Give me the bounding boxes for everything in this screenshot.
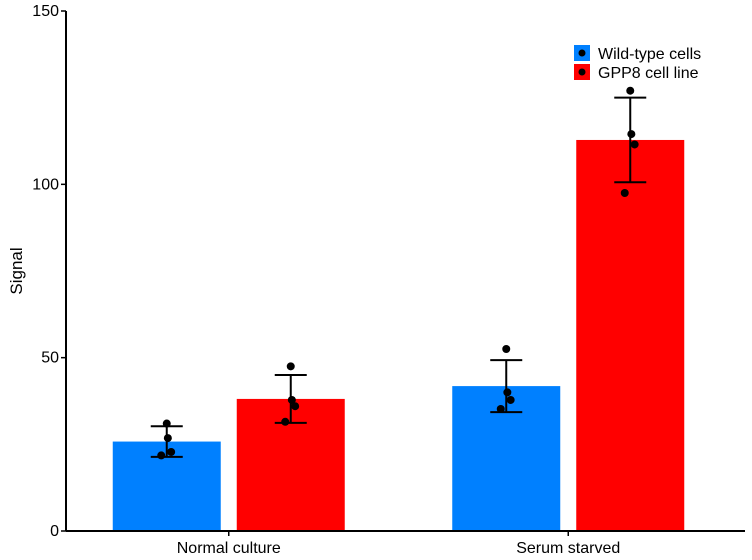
- data-point: [157, 451, 166, 460]
- legend-label: Wild-type cells: [598, 46, 701, 63]
- data-point: [502, 345, 511, 353]
- data-point: [503, 388, 512, 397]
- y-tick-label: 0: [50, 523, 59, 540]
- data-point: [167, 447, 176, 456]
- legend-label: GPP8 cell line: [598, 65, 699, 82]
- data-point: [630, 140, 639, 149]
- data-point: [496, 404, 505, 413]
- data-point: [291, 402, 300, 411]
- data-point: [286, 362, 295, 371]
- data-points-layer: [157, 86, 639, 460]
- y-axis-title: Signal: [7, 247, 26, 294]
- legend-point-marker: [578, 49, 586, 57]
- bars-layer: [112, 139, 685, 531]
- axes-layer: Normal culture Serum starved 0 50 100 150: [32, 3, 745, 557]
- bar-gpp8-serum-starved: [576, 139, 685, 531]
- data-point: [506, 395, 515, 404]
- x-tick-label: Normal culture: [177, 540, 281, 557]
- data-point: [281, 417, 290, 426]
- data-point: [163, 434, 172, 443]
- data-point: [620, 189, 629, 197]
- legend-point-marker: [578, 68, 586, 76]
- data-point: [162, 419, 171, 428]
- x-tick-label: Serum starved: [516, 540, 620, 557]
- error-bars-layer: [150, 96, 647, 458]
- y-tick-label: 50: [41, 350, 59, 367]
- y-tick-label: 150: [32, 3, 59, 20]
- legend: Wild-type cells GPP8 cell line: [574, 45, 701, 82]
- data-point: [627, 130, 636, 139]
- y-tick-label: 100: [32, 176, 59, 193]
- data-point: [287, 395, 296, 404]
- data-point: [626, 86, 635, 95]
